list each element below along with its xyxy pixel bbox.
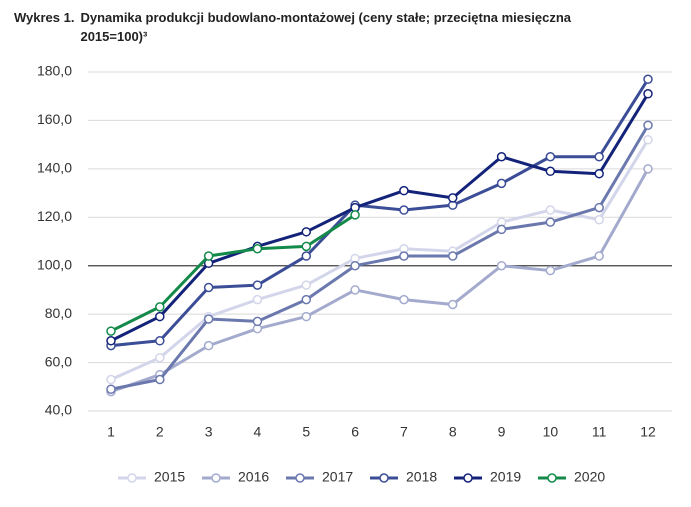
y-tick-label: 40,0 [45,402,72,418]
point-marker [252,316,263,327]
y-tick-label: 120,0 [37,208,72,224]
point-marker [399,251,409,261]
point-marker [643,164,653,174]
point-marker [106,374,116,385]
legend-label: 2016 [238,469,269,485]
legend-label: 2020 [574,469,605,485]
point-marker [496,152,507,162]
point-marker [496,224,507,235]
series-line [110,213,356,333]
x-tick-label: 10 [543,424,559,440]
point-marker [545,217,556,227]
point-marker [643,135,653,145]
x-tick-label: 2 [156,424,164,440]
x-tick-label: 9 [498,424,506,440]
series-line [110,93,650,343]
point-marker [643,74,653,85]
point-marker [301,241,312,252]
point-marker [399,294,409,305]
series-line [110,78,650,348]
point-marker [155,352,165,363]
legend-marker [211,473,221,483]
point-marker [545,152,556,162]
point-marker [106,326,116,336]
point-marker [496,178,507,189]
point-marker [301,227,312,237]
point-marker [350,260,360,271]
x-tick-label: 3 [205,424,213,440]
point-marker [350,210,360,220]
point-marker [203,282,214,293]
point-marker [106,336,116,346]
y-tick-label: 180,0 [37,63,72,79]
title-block: Wykres 1. Dynamika produkcji budowlano-m… [14,8,634,46]
point-marker [545,166,556,177]
series-line [110,139,650,381]
point-marker [301,311,312,322]
x-tick-label: 12 [640,424,656,440]
legend-marker [547,473,557,483]
point-marker [301,251,312,261]
x-tick-label: 8 [449,424,457,440]
y-tick-label: 80,0 [45,305,72,321]
point-marker [203,340,214,351]
legend-marker [295,473,305,483]
point-marker [594,202,604,213]
point-marker [252,280,263,290]
point-marker [594,251,604,261]
x-tick-label: 7 [400,424,408,440]
point-marker [252,244,263,254]
x-tick-label: 4 [254,424,262,440]
point-marker [447,299,458,310]
legend-label: 2015 [154,469,185,485]
point-marker [252,294,263,305]
point-marker [155,302,165,312]
point-marker [643,89,653,99]
y-tick-label: 100,0 [37,256,72,272]
point-marker [301,294,312,305]
y-tick-label: 60,0 [45,353,72,369]
legend-marker [463,473,473,483]
series-line [110,124,650,391]
point-marker [447,251,458,261]
y-tick-label: 160,0 [37,111,72,127]
x-tick-label: 1 [107,424,115,440]
legend-label: 2019 [490,469,521,485]
point-marker [545,265,556,276]
legend-marker [379,473,389,483]
point-marker [155,311,165,322]
point-marker [594,152,604,162]
legend-label: 2017 [322,469,353,485]
legend-label: 2018 [406,469,437,485]
chart-title: Dynamika produkcji budowlano-montażowej … [80,10,571,44]
point-marker [643,120,653,131]
x-tick-label: 11 [592,424,607,440]
x-tick-label: 5 [302,424,310,440]
point-marker [203,314,214,324]
point-marker [155,336,165,346]
series-line [110,168,650,394]
point-marker [155,374,165,385]
point-marker [399,185,409,196]
point-marker [399,205,409,215]
point-marker [447,193,458,203]
point-marker [594,168,604,179]
chart-label: Wykres 1. [14,10,75,25]
point-marker [106,384,116,394]
point-marker [350,285,360,295]
point-marker [301,280,312,290]
point-marker [496,260,507,271]
point-marker [203,251,214,261]
legend-marker [127,473,137,483]
point-marker [545,205,556,215]
point-marker [594,214,604,225]
x-tick-label: 6 [351,424,359,440]
y-tick-label: 140,0 [37,160,72,176]
